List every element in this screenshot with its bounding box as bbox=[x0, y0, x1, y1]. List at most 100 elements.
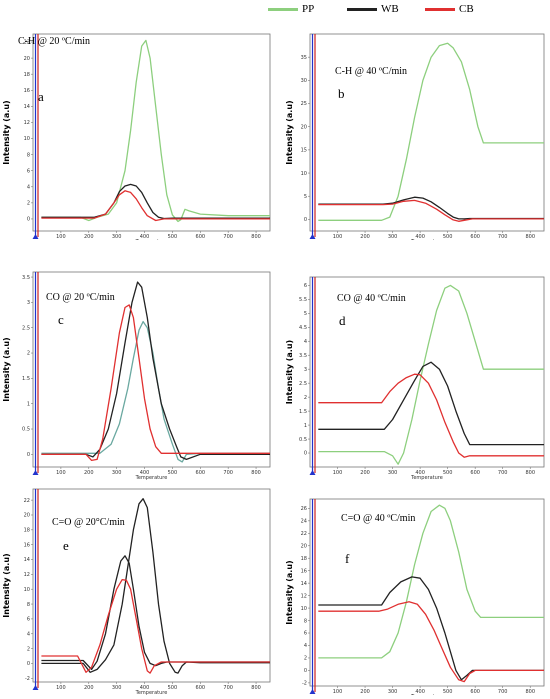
y-tick-label-a: 20 bbox=[24, 56, 30, 62]
x-tick-label-f: 100 bbox=[333, 689, 343, 695]
y-tick-label-c: 2.5 bbox=[22, 325, 30, 331]
x-tick-label-e: 700 bbox=[223, 685, 233, 691]
x-tick-label-c: 400 bbox=[140, 470, 150, 476]
y-tick-label-e: 8 bbox=[27, 602, 30, 608]
x-tick-label-e: 300 bbox=[112, 685, 122, 691]
chart-panel-a: 0 2 4 6 8 10 12 14 16 18 20 22 100 200 300 400 500 600 700… bbox=[0, 22, 272, 240]
y-axis-label-a: Intensity (a.u) bbox=[2, 100, 11, 164]
x-tick-label-a: 600 bbox=[196, 234, 206, 240]
x-tick-label-d: 600 bbox=[470, 470, 480, 476]
x-tick-label-c: 800 bbox=[251, 470, 261, 476]
plot-area-f bbox=[309, 498, 545, 687]
series-line-pp-f bbox=[318, 504, 544, 659]
x-tick-label-b: 600 bbox=[470, 234, 480, 240]
y-tick-label-d: 2 bbox=[304, 395, 307, 401]
x-tick-label-d: 700 bbox=[498, 470, 508, 476]
chart-panel-f: -2 0 2 4 6 8 10 12 14 16 18 20 22 24 26 100 200 300 400 500… bbox=[283, 477, 550, 695]
y-tick-label-d: 1.5 bbox=[299, 409, 307, 415]
y-tick-label-c: 3.5 bbox=[22, 275, 30, 281]
series-line-cb-c bbox=[41, 304, 270, 462]
y-tick-label-f: 6 bbox=[304, 631, 307, 637]
x-tick-label-f: 300 bbox=[388, 689, 398, 695]
y-tick-label-e: 16 bbox=[24, 542, 30, 548]
series-line-pp-a bbox=[41, 39, 270, 223]
series-line-pp-b bbox=[318, 42, 544, 221]
y-tick-label-d: 5.5 bbox=[299, 297, 307, 303]
x-tick-label-a: 400 bbox=[140, 234, 150, 240]
y-tick-label-f: 10 bbox=[301, 606, 307, 612]
x-tick-label-c: 500 bbox=[168, 470, 178, 476]
y-tick-label-d: 4.5 bbox=[299, 325, 307, 331]
y-tick-label-f: 20 bbox=[301, 543, 307, 549]
x-tick-label-d: 800 bbox=[525, 470, 535, 476]
y-tick-label-d: 0.5 bbox=[299, 437, 307, 443]
plot-area-b bbox=[309, 33, 545, 232]
y-tick-label-b: 20 bbox=[301, 124, 307, 130]
y-tick-label-e: -2 bbox=[25, 676, 30, 682]
x-tick-label-a: 500 bbox=[168, 234, 178, 240]
y-tick-label-a: 6 bbox=[27, 168, 30, 174]
y-tick-label-a: 14 bbox=[24, 104, 30, 110]
plot-area-a bbox=[32, 33, 271, 232]
series-line-pp-e bbox=[41, 498, 270, 674]
chart-panel-e: -2 0 2 4 6 8 10 12 14 16 18 20 22 100 200 300 400 500 600 7… bbox=[0, 477, 272, 695]
series-line-wb-e bbox=[41, 555, 270, 671]
x-tick-label-e: 100 bbox=[56, 685, 66, 691]
x-tick-label-d: 300 bbox=[388, 470, 398, 476]
x-tick-label-f: 800 bbox=[525, 689, 535, 695]
y-tick-label-c: 3 bbox=[27, 300, 30, 306]
series-line-wb-d bbox=[318, 361, 544, 446]
y-tick-label-f: 18 bbox=[301, 556, 307, 562]
y-tick-label-b: 10 bbox=[301, 171, 307, 177]
y-tick-label-f: 0 bbox=[304, 668, 307, 674]
x-tick-label-b: 700 bbox=[498, 234, 508, 240]
y-tick-label-f: 14 bbox=[301, 581, 307, 587]
y-tick-label-a: 22 bbox=[24, 40, 30, 46]
chart-panel-c: 0 0.5 1 1.5 2 2.5 3 3.5 100 200 300 400 500 600 700 800… bbox=[0, 262, 272, 480]
x-axis-label-a: Temperature bbox=[135, 239, 168, 240]
y-axis-label-d: Intensity (a.u) bbox=[285, 340, 294, 404]
legend-label-pp: PP bbox=[302, 3, 315, 15]
legend-label-wb: WB bbox=[381, 3, 399, 15]
x-tick-label-c: 100 bbox=[56, 470, 66, 476]
y-tick-label-a: 16 bbox=[24, 88, 30, 94]
y-tick-label-b: 25 bbox=[301, 101, 307, 107]
y-tick-label-e: 14 bbox=[24, 557, 30, 563]
y-tick-label-b: 0 bbox=[304, 217, 307, 223]
y-axis-label-f: Intensity (a.u) bbox=[285, 560, 294, 624]
legend-swatch-pp bbox=[268, 8, 298, 11]
x-tick-label-a: 800 bbox=[251, 234, 261, 240]
series-line-cb-d bbox=[318, 373, 544, 458]
y-tick-label-a: 0 bbox=[27, 217, 30, 223]
x-axis-label-f: Temperature bbox=[410, 694, 443, 695]
x-tick-label-f: 200 bbox=[360, 689, 370, 695]
panel-letter-b: b bbox=[338, 86, 345, 101]
blue-cursor-marker-b bbox=[309, 234, 316, 239]
y-tick-label-d: 4 bbox=[304, 339, 307, 345]
x-axis-label-c: Temperature bbox=[135, 475, 168, 480]
y-tick-label-f: 2 bbox=[304, 656, 307, 662]
y-axis-label-b: Intensity (a.u) bbox=[285, 100, 294, 164]
x-tick-label-c: 200 bbox=[84, 470, 94, 476]
blue-cursor-marker-a bbox=[32, 234, 39, 239]
x-tick-label-c: 300 bbox=[112, 470, 122, 476]
y-tick-label-d: 5 bbox=[304, 311, 307, 317]
y-tick-label-e: 10 bbox=[24, 587, 30, 593]
x-tick-label-b: 100 bbox=[333, 234, 343, 240]
y-tick-label-c: 0 bbox=[27, 452, 30, 458]
x-tick-label-d: 200 bbox=[360, 470, 370, 476]
y-tick-label-f: 26 bbox=[301, 506, 307, 512]
x-tick-label-e: 200 bbox=[84, 685, 94, 691]
legend-label-cb: CB bbox=[459, 3, 474, 15]
y-tick-label-f: 22 bbox=[301, 531, 307, 537]
y-tick-label-e: 12 bbox=[24, 572, 30, 578]
panel-title-a: C-H @ 20 ºC/min bbox=[18, 36, 90, 47]
y-tick-label-b: 35 bbox=[301, 55, 307, 61]
panel-letter-f: f bbox=[345, 551, 350, 566]
panel-title-e: C=O @ 20°C/min bbox=[52, 517, 125, 528]
y-tick-label-b: 30 bbox=[301, 78, 307, 84]
y-tick-label-d: 6 bbox=[304, 283, 307, 289]
y-tick-label-b: 5 bbox=[304, 194, 307, 200]
x-axis-label-e: Temperature bbox=[135, 690, 168, 695]
y-tick-label-f: 4 bbox=[304, 643, 307, 649]
